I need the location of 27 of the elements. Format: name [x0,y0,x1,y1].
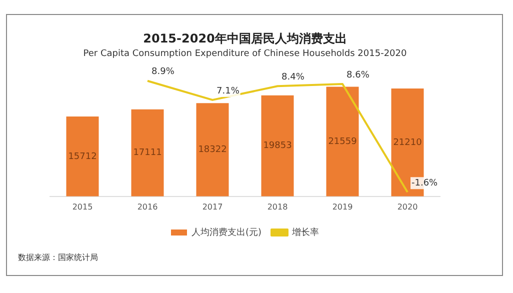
bar [326,86,359,196]
data-label: 21559 [328,136,358,147]
legend-label: 增长率 [291,226,320,238]
x-tick-label: 2015 [72,202,93,212]
data-label: -1.6% [412,178,438,189]
x-tick-label: 2020 [397,202,418,212]
bar [261,95,294,196]
x-tick-label: 2017 [202,202,223,212]
data-label: 7.1% [216,86,240,96]
x-tick-label: 2018 [267,202,288,212]
legend-label: 人均消费支出(元) [191,226,262,238]
data-label: 18322 [198,145,227,156]
x-tick-label: 2016 [137,202,158,212]
data-label: 8.4% [282,72,305,83]
bar [196,103,229,196]
data-label: 8.6% [346,70,370,80]
data-label: 15712 [68,152,97,162]
data-label: 21210 [393,138,422,148]
data-label: 8.9% [152,67,175,78]
x-tick-label: 2019 [332,202,353,212]
bar [66,116,99,196]
source-note: 数据来源：国家统计局 [18,252,98,263]
data-label: 17111 [133,148,162,158]
chart-subtitle: Per Capita Consumption Expenditure of Chinese Households 2015-2020 [83,49,408,60]
bar [131,109,164,196]
chart-title: 2015-2020年中国居民人均消费支出 [143,31,347,46]
data-label: 19853 [263,141,292,152]
